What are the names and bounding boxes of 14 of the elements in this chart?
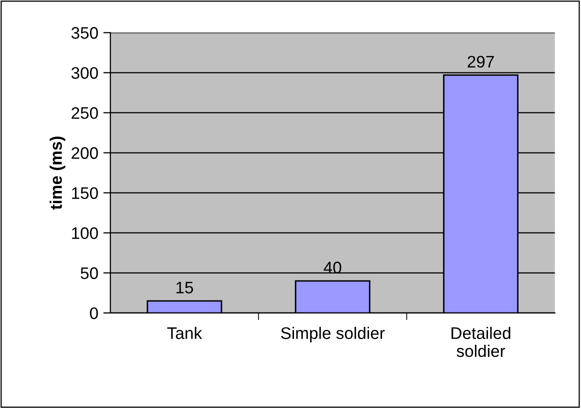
x-tick-label: Tank <box>167 326 202 340</box>
y-tick-label: 200 <box>72 147 98 159</box>
y-tick-label: 300 <box>71 67 98 79</box>
x-tick-label: Detailed soldier <box>452 326 510 358</box>
data-label: 15 <box>176 282 194 294</box>
y-tick-label: 100 <box>72 227 98 240</box>
y-tick-label: 250 <box>72 107 98 119</box>
y-tick-label: 350 <box>71 27 98 39</box>
y-tick-label: 50 <box>80 267 98 280</box>
data-label: 297 <box>468 56 494 68</box>
y-axis-title: time (ms) <box>50 136 66 210</box>
x-tick-label: Simple soldier <box>281 326 385 342</box>
y-tick-label: 0 <box>90 307 98 320</box>
y-tick-label: 150 <box>72 187 98 200</box>
